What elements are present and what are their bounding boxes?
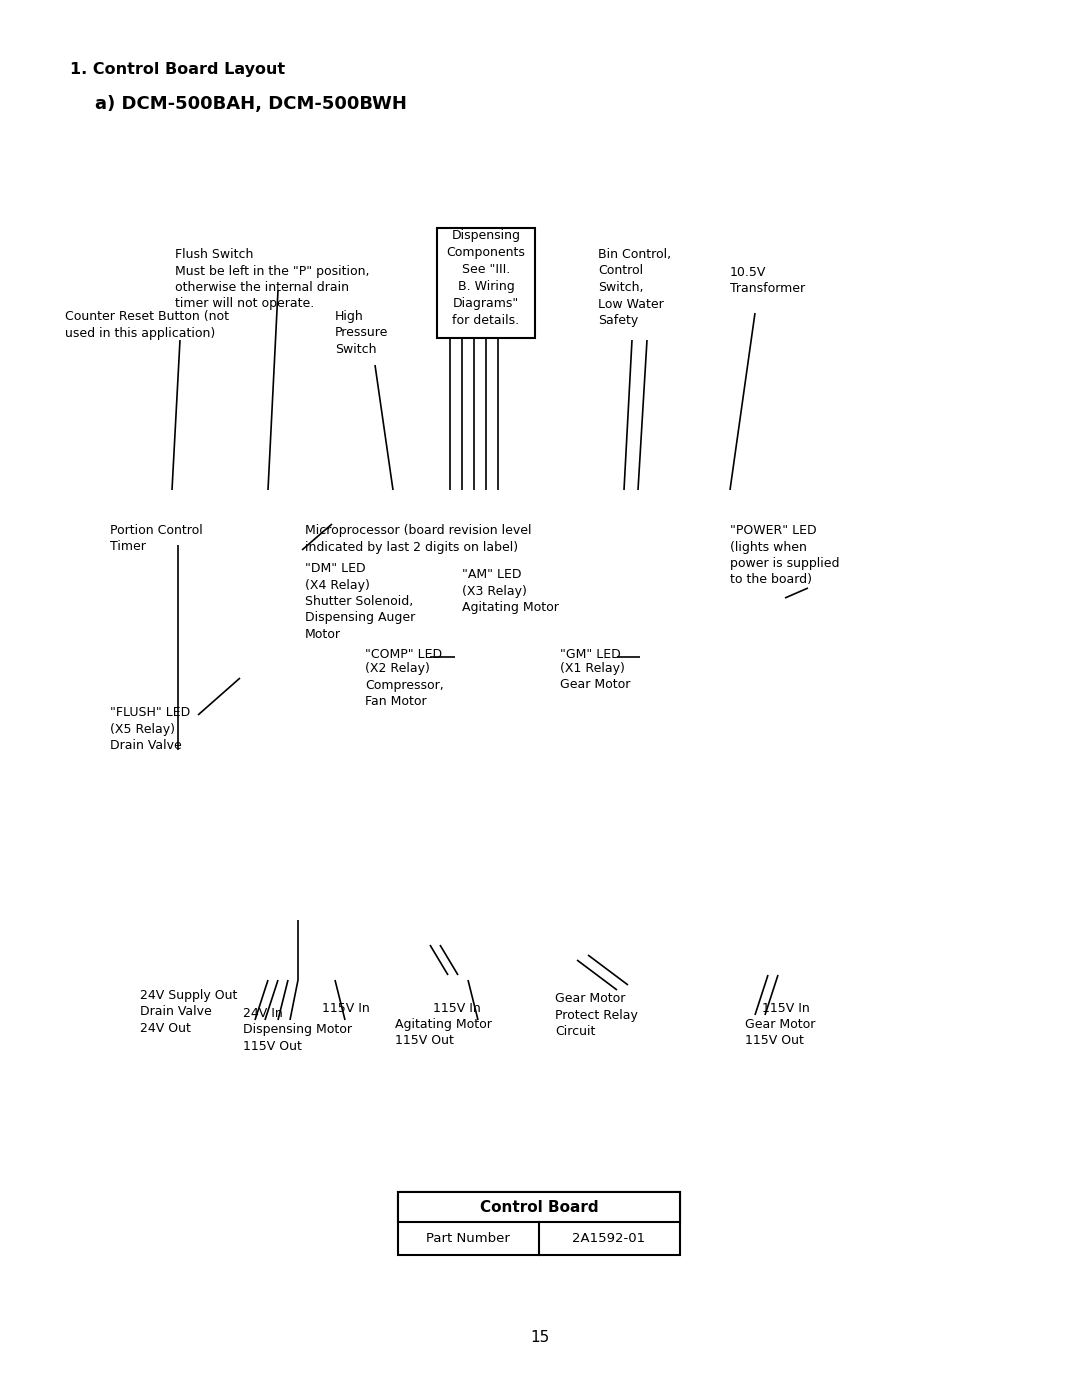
- Text: 15: 15: [530, 1330, 550, 1345]
- Text: Gear Motor
Protect Relay
Circuit: Gear Motor Protect Relay Circuit: [555, 992, 638, 1038]
- Bar: [437, 228, 535, 338]
- Text: 115V In: 115V In: [762, 1002, 810, 1016]
- Text: Dispensing Motor
115V Out: Dispensing Motor 115V Out: [243, 1023, 352, 1052]
- Text: Flush Switch
Must be left in the "P" position,
otherwise the internal drain
time: Flush Switch Must be left in the "P" pos…: [175, 249, 369, 310]
- Text: 10.5V
Transformer: 10.5V Transformer: [730, 265, 805, 296]
- Text: "COMP" LED: "COMP" LED: [365, 648, 442, 661]
- Text: Gear Motor
115V Out: Gear Motor 115V Out: [745, 1018, 815, 1048]
- Text: Part Number: Part Number: [427, 1232, 510, 1245]
- Text: Portion Control
Timer: Portion Control Timer: [110, 524, 203, 553]
- Text: "DM" LED
(X4 Relay)
Shutter Solenoid,
Dispensing Auger
Motor: "DM" LED (X4 Relay) Shutter Solenoid, Di…: [305, 562, 415, 641]
- Text: Bin Control,
Control
Switch,
Low Water
Safety: Bin Control, Control Switch, Low Water S…: [598, 249, 671, 327]
- Text: 1. Control Board Layout: 1. Control Board Layout: [70, 61, 285, 77]
- Text: 24V Supply Out: 24V Supply Out: [140, 989, 238, 1002]
- Text: 24V In: 24V In: [243, 1007, 283, 1020]
- Bar: [399, 1192, 680, 1222]
- Text: 115V In: 115V In: [433, 1002, 481, 1016]
- Text: a) DCM-500BAH, DCM-500BWH: a) DCM-500BAH, DCM-500BWH: [95, 95, 407, 113]
- Text: (X1 Relay)
Gear Motor: (X1 Relay) Gear Motor: [561, 662, 631, 692]
- Text: "GM" LED: "GM" LED: [561, 648, 621, 661]
- Text: "FLUSH" LED
(X5 Relay)
Drain Valve: "FLUSH" LED (X5 Relay) Drain Valve: [110, 705, 190, 752]
- Text: 2A1592-01: 2A1592-01: [572, 1232, 646, 1245]
- Text: Microprocessor (board revision level
indicated by last 2 digits on label): Microprocessor (board revision level ind…: [305, 524, 531, 553]
- Text: Counter Reset Button (not
used in this application): Counter Reset Button (not used in this a…: [65, 310, 229, 339]
- Text: Agitating Motor
115V Out: Agitating Motor 115V Out: [395, 1018, 491, 1048]
- Text: (X2 Relay)
Compressor,
Fan Motor: (X2 Relay) Compressor, Fan Motor: [365, 662, 444, 708]
- Text: Dispensing
Components
See "III.
B. Wiring
Diagrams"
for details.: Dispensing Components See "III. B. Wirin…: [446, 229, 526, 327]
- Text: 115V In: 115V In: [322, 1002, 369, 1016]
- Text: Drain Valve
24V Out: Drain Valve 24V Out: [140, 1004, 212, 1035]
- Text: "AM" LED
(X3 Relay)
Agitating Motor: "AM" LED (X3 Relay) Agitating Motor: [462, 569, 558, 615]
- Text: Control Board: Control Board: [480, 1200, 598, 1214]
- Text: "POWER" LED
(lights when
power is supplied
to the board): "POWER" LED (lights when power is suppli…: [730, 524, 839, 587]
- Text: High
Pressure
Switch: High Pressure Switch: [335, 310, 389, 356]
- Bar: [399, 1192, 680, 1255]
